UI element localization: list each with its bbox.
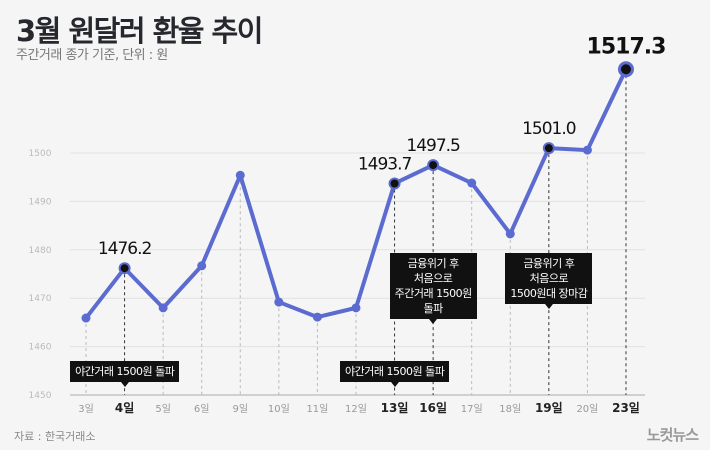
x-tick-label: 10일 [268, 403, 290, 415]
data-point [274, 297, 284, 307]
data-point [235, 170, 245, 180]
x-tick-label: 11일 [306, 403, 328, 415]
data-point-center [120, 264, 129, 273]
data-point [197, 261, 207, 271]
y-tick-label: 1500 [29, 149, 52, 159]
data-label: 1493.7 [358, 154, 412, 174]
x-tick-label: 17일 [461, 403, 483, 415]
y-tick-label: 1470 [29, 294, 52, 304]
x-tick-label: 5일 [155, 403, 171, 415]
x-tick-label: 16일 [419, 401, 447, 415]
annotation-box: 금융위기 후 처음으로 주간거래 1500원 돌파 [389, 253, 477, 324]
data-point-center [429, 161, 438, 170]
data-point [351, 303, 361, 313]
data-point [158, 303, 168, 313]
data-point-center [620, 64, 631, 75]
data-label: 1501.0 [522, 119, 576, 139]
annotation-box: 야간거래 1500원 돌파 [70, 361, 180, 387]
x-tick-label: 20일 [576, 403, 598, 415]
data-point [81, 313, 91, 323]
data-point-center [390, 179, 399, 188]
x-tick-label: 9일 [232, 403, 248, 415]
y-tick-label: 1480 [29, 246, 52, 256]
y-tick-label: 1490 [29, 197, 52, 207]
x-tick-label: 19일 [535, 401, 563, 415]
x-tick-label: 6일 [194, 403, 210, 415]
data-point [467, 178, 477, 188]
y-tick-label: 1460 [29, 343, 52, 353]
annotation-box: 금융위기 후 처음으로 1500원대 장마감 [505, 253, 593, 309]
x-tick-label: 23일 [612, 401, 640, 415]
chart-subtitle: 주간거래 종가 기준, 단위 : 원 [16, 48, 168, 63]
data-label: 1497.5 [406, 136, 460, 156]
x-tick-label: 3일 [78, 403, 94, 415]
annotation-box: 야간거래 1500원 돌파 [340, 361, 450, 387]
chart-title: 3월 원달러 환율 추이 [16, 14, 263, 48]
x-tick-label: 4일 [115, 401, 134, 415]
x-tick-label: 12일 [345, 403, 367, 415]
data-label: 1476.2 [98, 239, 152, 259]
data-point [582, 145, 592, 155]
data-label: 1517.3 [587, 34, 666, 59]
x-tick-label: 18일 [499, 403, 521, 415]
logo: 노컷뉴스 [646, 426, 699, 444]
data-point-center [544, 144, 553, 153]
data-point [312, 312, 322, 322]
x-tick-label: 13일 [381, 401, 409, 415]
y-tick-label: 1450 [29, 391, 52, 401]
source-note: 자료 : 한국거래소 [14, 430, 96, 443]
data-point [505, 229, 515, 239]
